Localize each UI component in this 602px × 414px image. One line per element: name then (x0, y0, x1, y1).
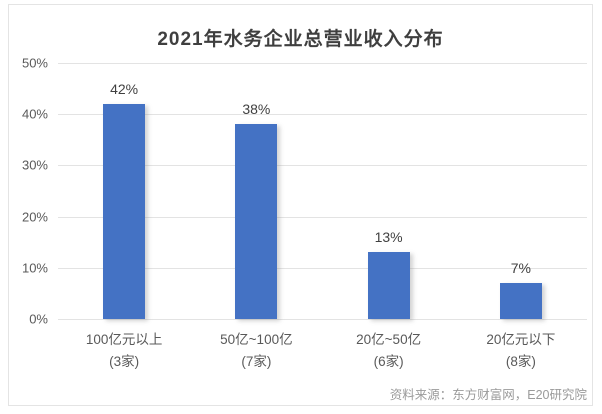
gridline-40 (58, 114, 587, 116)
x-category-label: 100亿元以上 (3家) (58, 329, 190, 373)
x-category-count: (8家) (505, 354, 536, 369)
x-category-count: (6家) (373, 354, 404, 369)
y-tick-label: 0% (29, 311, 48, 327)
value-label: 13% (374, 229, 403, 246)
gridline-10 (58, 267, 587, 269)
bar-20亿元以下 (499, 283, 542, 319)
x-category-label: 20亿元以下 (8家) (455, 329, 587, 373)
y-tick-label: 40% (21, 106, 48, 122)
x-category-range: 20亿~50亿 (356, 332, 422, 347)
x-category-range: 20亿元以下 (486, 332, 556, 347)
value-label: 7% (510, 260, 531, 277)
value-label: 42% (110, 80, 139, 97)
gridline-0 (58, 319, 587, 320)
gridline-50 (58, 63, 587, 64)
bar-20亿~50亿 (367, 252, 410, 319)
y-tick-label: 10% (21, 260, 48, 276)
bar-column: 7% (455, 63, 587, 319)
x-category-label: 20亿~50亿 (6家) (323, 329, 455, 373)
gridline-30 (58, 165, 587, 167)
x-category-label: 50亿~100亿 (7家) (190, 329, 322, 373)
bar-column: 42% (58, 63, 190, 319)
y-tick-label: 50% (21, 55, 48, 71)
bar-50亿~100亿 (235, 124, 278, 319)
bar-columns: 42% 38% 13% 7% (58, 63, 587, 319)
bar-100亿元以上 (103, 103, 146, 319)
x-category-count: (3家) (109, 354, 140, 369)
bar-column: 13% (323, 63, 455, 319)
plot-area: 0% 10% 20% 30% 40% 50% 42% 38% 13% 7% (22, 56, 587, 327)
gridline-20 (58, 216, 587, 218)
x-axis-labels: 100亿元以上 (3家) 50亿~100亿 (7家) 20亿~50亿 (6家) 20亿元以下… (58, 329, 587, 373)
x-category-range: 100亿元以上 (85, 332, 163, 347)
x-category-range: 50亿~100亿 (220, 332, 293, 347)
chart-frame: 2021年水务企业总营业收入分布 0% 10% 20% 30% 40% 50% 42% 38%… (8, 4, 593, 406)
x-category-count: (7家) (241, 354, 272, 369)
y-tick-label: 30% (21, 157, 48, 173)
chart-title: 2021年水务企业总营业收入分布 (157, 29, 444, 50)
value-label: 38% (242, 101, 271, 118)
y-tick-label: 20% (21, 209, 48, 225)
bar-column: 38% (190, 63, 322, 319)
source-note: 资料来源：东方财富网，E20研究院 (389, 388, 587, 402)
